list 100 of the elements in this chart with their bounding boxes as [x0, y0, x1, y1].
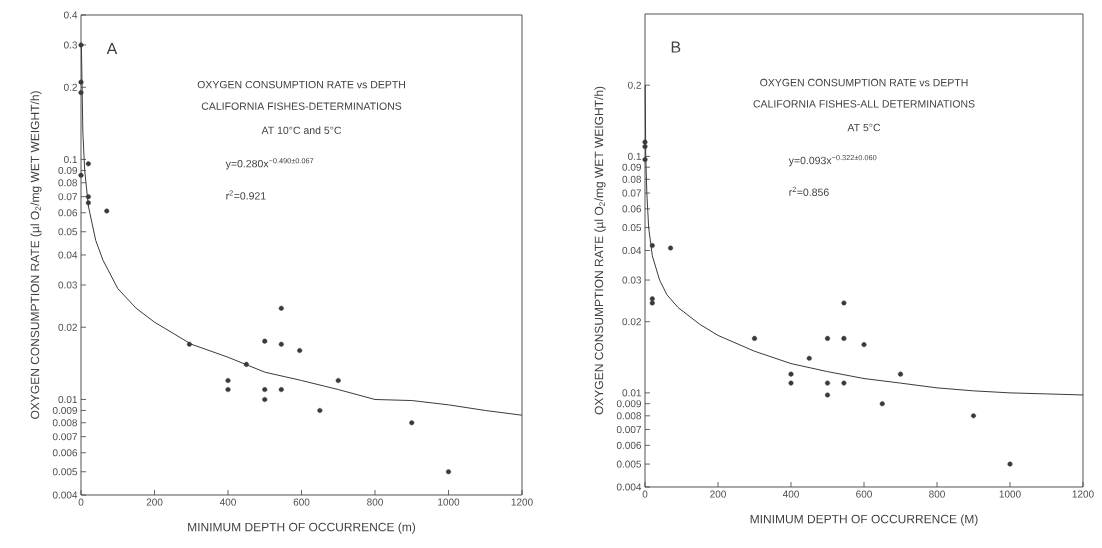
y-tick-label: 0.004 [52, 491, 78, 499]
annotation: r$^{2}$=0.856 [789, 186, 829, 196]
x-tick-label: 1200 [1072, 490, 1094, 498]
annotation: y=0.093x$^{−0.322±0.060}$ [788, 154, 877, 167]
point [841, 380, 847, 386]
y-tick-label: 0.009 [616, 400, 642, 408]
y-tick-label: 0.005 [616, 460, 642, 468]
x-tick-label: 1000 [999, 490, 1021, 498]
y-tick-label: 0.005 [52, 468, 78, 476]
x-axis-title: MINIMUM DEPTH OF OCCURRENCE (M) [750, 514, 978, 526]
point [649, 296, 655, 302]
point [186, 341, 192, 347]
text: OXYGEN CONSUMPTION RATE vs DEPTH [760, 78, 968, 87]
y-tick-label: 0.2 [627, 81, 641, 89]
y-tick-label: 0.08 [622, 175, 642, 183]
point [78, 79, 84, 85]
x-tick-label: 200 [146, 498, 163, 506]
y-tick-label: 0.07 [58, 193, 77, 201]
annotation: r$^{2}$=0.921 [226, 190, 266, 200]
x-tick-label: 400 [782, 490, 799, 498]
annotation: y=0.280x$^{−0.490±0.067}$ [225, 158, 314, 170]
y-tick-label: 0.05 [58, 228, 78, 236]
point [668, 245, 674, 251]
y-tick-label: 0.008 [616, 412, 642, 420]
y-tick-label: 0.08 [58, 179, 78, 187]
y-tick-label: 0.04 [622, 246, 642, 255]
point [297, 348, 303, 354]
x-tick-label: 800 [929, 490, 945, 498]
y-tick-label: 0.04 [58, 251, 78, 259]
y-tick-label: 0.06 [622, 205, 642, 213]
y-tick-label: 0.02 [622, 318, 641, 326]
y-tick-label: 0.006 [616, 441, 642, 449]
point [1007, 461, 1013, 467]
point [278, 387, 284, 393]
point [806, 355, 812, 361]
point [642, 157, 648, 163]
y-tick-label: 0.03 [622, 276, 642, 284]
y-tick-label: 0.1 [63, 155, 77, 164]
annotation: AT 10°C and 5°C [261, 126, 342, 135]
y-tick-label: 0.03 [58, 281, 78, 289]
point [78, 172, 84, 178]
y-tick-label: 0.009 [52, 406, 78, 415]
point [879, 401, 885, 407]
x-tick-label: 1200 [511, 498, 533, 506]
x-tick-label: 1000 [438, 498, 460, 506]
point [85, 200, 91, 206]
x-tick-label: 200 [710, 490, 726, 498]
point [317, 407, 323, 413]
point [278, 305, 284, 311]
point [446, 469, 452, 475]
x-tick-label: 600 [293, 498, 310, 506]
point [85, 194, 91, 200]
point [104, 208, 110, 214]
y-tick-label: 0.3 [63, 41, 78, 49]
point [262, 387, 268, 393]
point [841, 335, 847, 341]
y-tick-label: 0.006 [52, 449, 78, 457]
annotation: AT 5°C [847, 123, 881, 132]
y-tick-label: 0.007 [52, 433, 77, 441]
y-axis-title: OXYGEN CONSUMPTION RATE (µl O$_{2}$/mg WET WEIGHT/h) [30, 91, 42, 419]
y-tick-label: 0.02 [58, 323, 77, 331]
point [861, 342, 867, 348]
point [78, 90, 84, 96]
point [409, 420, 415, 426]
y-tick-label: 0.05 [622, 224, 642, 232]
x-tick-label: 0 [78, 498, 84, 506]
y-tick-label: 0.01 [622, 389, 641, 397]
point [752, 335, 757, 341]
point [649, 242, 655, 248]
y-tick-label: 0.007 [616, 425, 641, 434]
annotation: CALIFORNIA FISHES-DETERMINATIONS [201, 102, 402, 110]
point [642, 144, 648, 150]
point [78, 42, 84, 48]
point [225, 377, 231, 383]
y-tick-label: 0.01 [58, 395, 77, 404]
annotation: B [671, 41, 681, 53]
point [649, 300, 655, 306]
y-tick-label: 0.4 [63, 11, 78, 19]
point [825, 392, 831, 398]
point [225, 387, 231, 393]
point [243, 361, 249, 367]
point [788, 380, 794, 386]
point [971, 413, 976, 419]
x-tick-label: 0 [642, 490, 648, 498]
point [262, 338, 268, 344]
point [85, 161, 91, 167]
y-tick-label: 0.004 [616, 483, 642, 491]
point [335, 377, 341, 383]
y-tick-label: 0.06 [58, 209, 78, 217]
y-tick-label: 0.09 [622, 163, 642, 171]
point [825, 380, 831, 386]
y-tick-label: 0.09 [58, 166, 78, 175]
point [841, 300, 847, 306]
point [788, 371, 794, 377]
x-axis-title: MINIMUM DEPTH OF OCCURRENCE (m) [188, 522, 416, 534]
point [642, 139, 648, 145]
x-tick-label: 600 [856, 490, 872, 498]
point [825, 335, 831, 341]
y-tick-label: 0.07 [622, 189, 641, 197]
y-tick-label: 0.008 [52, 419, 78, 427]
